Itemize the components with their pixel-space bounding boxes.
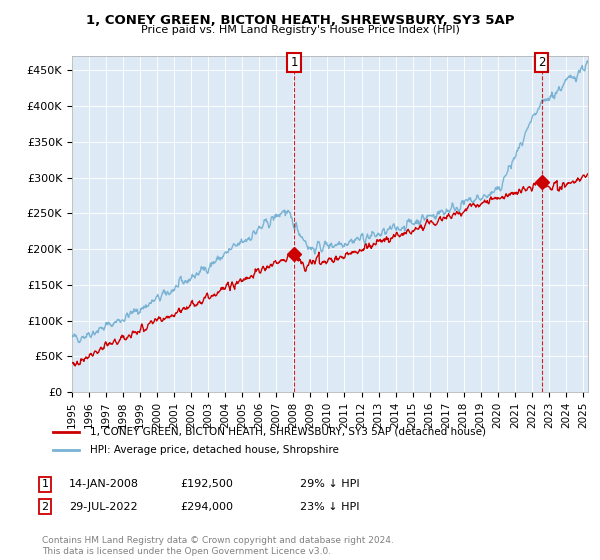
Text: £192,500: £192,500	[180, 479, 233, 489]
Text: 14-JAN-2008: 14-JAN-2008	[69, 479, 139, 489]
Text: 23% ↓ HPI: 23% ↓ HPI	[300, 502, 359, 512]
Text: 1, CONEY GREEN, BICTON HEATH, SHREWSBURY, SY3 5AP: 1, CONEY GREEN, BICTON HEATH, SHREWSBURY…	[86, 14, 514, 27]
Text: £294,000: £294,000	[180, 502, 233, 512]
Text: HPI: Average price, detached house, Shropshire: HPI: Average price, detached house, Shro…	[89, 445, 338, 455]
Text: 2: 2	[41, 502, 49, 512]
Text: 1, CONEY GREEN, BICTON HEATH, SHREWSBURY, SY3 5AP (detached house): 1, CONEY GREEN, BICTON HEATH, SHREWSBURY…	[89, 427, 485, 437]
Text: Contains HM Land Registry data © Crown copyright and database right 2024.
This d: Contains HM Land Registry data © Crown c…	[42, 536, 394, 556]
Text: 29% ↓ HPI: 29% ↓ HPI	[300, 479, 359, 489]
Text: 2: 2	[538, 56, 545, 69]
Text: 29-JUL-2022: 29-JUL-2022	[69, 502, 137, 512]
Text: 1: 1	[290, 56, 298, 69]
Text: 1: 1	[41, 479, 49, 489]
Text: Price paid vs. HM Land Registry's House Price Index (HPI): Price paid vs. HM Land Registry's House …	[140, 25, 460, 35]
